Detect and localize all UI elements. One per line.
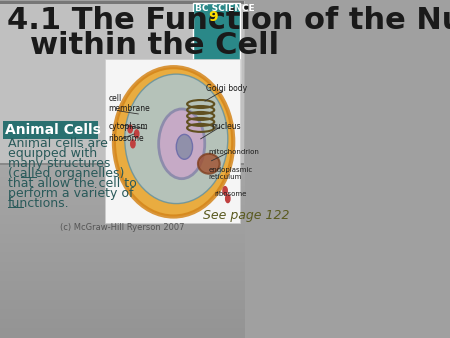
Text: equipped with: equipped with [8, 147, 97, 160]
Bar [0, 163, 244, 165]
Text: cytoplasm: cytoplasm [108, 122, 148, 131]
Text: functions.: functions. [8, 197, 69, 210]
Text: Animal cells are: Animal cells are [8, 137, 108, 150]
Text: See page 122: See page 122 [203, 209, 290, 221]
Text: many structures: many structures [8, 157, 110, 170]
Text: Golgi body: Golgi body [206, 84, 247, 93]
Ellipse shape [198, 154, 220, 174]
Text: 4.1 The Function of the Nucleus: 4.1 The Function of the Nucleus [6, 6, 450, 35]
Text: perform a variety of: perform a variety of [8, 187, 133, 200]
Text: mitochondrion: mitochondrion [209, 149, 260, 155]
Text: ribosome: ribosome [214, 191, 247, 197]
Ellipse shape [176, 135, 193, 159]
Text: (called organelles): (called organelles) [8, 167, 124, 180]
Circle shape [223, 187, 227, 195]
Text: 9: 9 [208, 10, 218, 24]
Text: BC SCIENCE: BC SCIENCE [195, 4, 254, 14]
Circle shape [130, 140, 135, 148]
Text: nucleus: nucleus [212, 122, 241, 131]
Text: endoplasmic
reticulum: endoplasmic reticulum [209, 167, 253, 180]
Text: (c) McGraw-Hill Ryerson 2007: (c) McGraw-Hill Ryerson 2007 [60, 223, 184, 233]
Text: ribosome: ribosome [108, 134, 144, 143]
Text: that allow the cell to: that allow the cell to [8, 177, 136, 190]
Ellipse shape [125, 74, 228, 203]
Text: Animal Cells: Animal Cells [5, 123, 101, 137]
Bar [193, 3, 240, 91]
Bar [3, 121, 98, 139]
Bar [0, 1, 244, 164]
Bar [21, 177, 37, 178]
Ellipse shape [114, 67, 233, 217]
Circle shape [225, 195, 230, 202]
Circle shape [128, 125, 132, 133]
Text: cell
membrane: cell membrane [108, 94, 150, 113]
Ellipse shape [159, 109, 205, 179]
Text: within the Cell: within the Cell [30, 31, 279, 60]
Bar [105, 59, 240, 223]
Circle shape [135, 130, 139, 138]
Bar [8, 207, 24, 208]
Bar [0, 1, 244, 4]
